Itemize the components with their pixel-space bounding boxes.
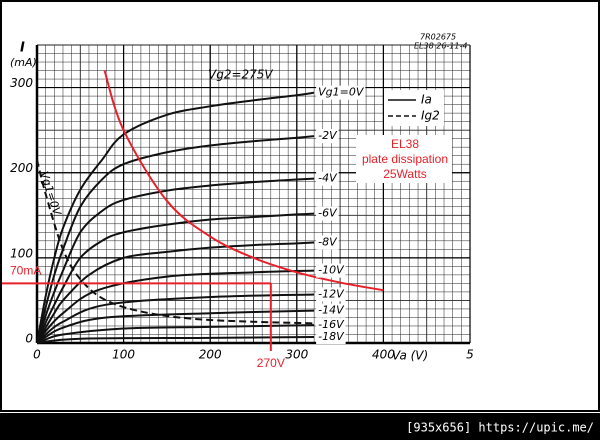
label-backing [316,235,339,250]
x-tick-label: 300 [285,348,308,362]
label-backing [205,66,277,82]
y-axis-unit: (mA) [10,56,37,69]
plate-current-curve [36,212,315,344]
reference-label: 270V [257,356,285,370]
label-backing [316,129,339,144]
annotation: EL38 [391,137,419,151]
y-tick-label: 200 [10,161,33,175]
curve-label: -6V [318,207,338,220]
drawing-id: EL38 26-11-4 [414,42,467,51]
y-tick-label: 0 [25,332,33,346]
screen-voltage: Vg2=275V [208,68,273,82]
x-tick-label: 200 [199,348,222,362]
label-backing [316,330,346,345]
curve-label: -12V [318,287,345,300]
x-tick-label: 100 [112,348,135,362]
y-tick-label: 100 [10,246,33,260]
label-backing [316,318,346,333]
screen-current-curve [36,159,315,325]
x-axis-label: Va (V) [392,349,428,363]
curve-label: Vg1=0V [318,86,365,99]
legend-label: Ig2 [421,109,440,123]
annotation: 25Watts [383,167,427,181]
label-backing [316,303,346,318]
reference-label: 70mA [10,264,41,278]
labels: 0 100 200 300 400 5 0 100 200 300 Vg1=0V -2V -4V -6V -… [10,76,474,370]
plate-current-curve [36,135,315,344]
plate-current-curve [36,177,315,344]
legend-label: Ia [421,93,432,107]
plate-current-curve [36,91,315,344]
plate-current-curve [36,309,315,344]
plate-current-curve [36,336,315,344]
label-backing [316,171,339,186]
x-tick-label: 0 [33,348,41,362]
plate-current-curve [36,241,315,344]
curves [2,70,384,351]
curve-label: -10V [318,264,345,277]
label-backing [316,206,339,221]
label-backing [316,263,346,278]
y-axis-label: I [20,41,25,56]
ref-code: 7R02675 [420,33,456,42]
footer-text: [935x656] https://upic.me/ [406,421,594,435]
y-tick-label: 300 [10,76,33,90]
curve-label: -8V [318,236,338,249]
label-backing [316,287,346,302]
curve-label: -2V [318,129,338,142]
x-tick-label: 5 [466,348,474,362]
x-tick-label: 400 [372,348,395,362]
curve-label: -14V [318,304,345,317]
plate-current-curve [36,324,315,344]
curve-label: -16V [318,318,345,331]
legend-box [384,90,444,126]
footer-bar [0,413,600,440]
annotation: plate dissipation [362,152,448,166]
plate-current-curve [103,70,384,292]
plate-current-curve [36,269,315,344]
plate-current-curve [36,293,315,344]
curve-label: -4V [318,172,338,185]
annotation-box [356,135,452,183]
curve-label: -18V [318,330,345,343]
label-backing [316,85,366,100]
